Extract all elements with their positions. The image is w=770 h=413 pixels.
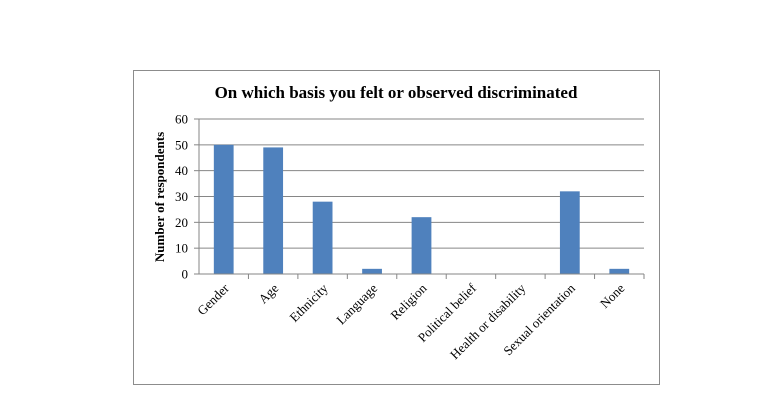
bar-sexual-orientation bbox=[559, 191, 580, 274]
bar-age bbox=[263, 147, 284, 274]
y-axis-label: Number of respondents bbox=[152, 132, 167, 262]
axes bbox=[198, 119, 644, 275]
bar-none bbox=[609, 268, 630, 274]
x-tick-label: Language bbox=[333, 280, 380, 327]
bar-religion bbox=[411, 217, 432, 274]
bar-language bbox=[362, 268, 382, 274]
bars bbox=[213, 144, 630, 274]
y-tick-label: 60 bbox=[175, 112, 188, 127]
x-tick-label: Religion bbox=[387, 280, 430, 323]
y-tick-label: 50 bbox=[175, 137, 188, 152]
bar-ethnicity bbox=[312, 201, 333, 274]
x-tick-label: Ethnicity bbox=[286, 280, 331, 325]
chart-title: On which basis you felt or observed disc… bbox=[215, 83, 578, 102]
y-tick-label: 10 bbox=[175, 241, 188, 256]
y-tick-label: 0 bbox=[182, 267, 189, 282]
x-axis-ticks: Gender Age Ethnicity Language ReligionPoliti… bbox=[194, 274, 645, 362]
bar-gender bbox=[213, 144, 234, 274]
y-tick-label: 20 bbox=[175, 215, 188, 230]
y-axis-ticks: 0 10 20 30 40 50 60 bbox=[175, 112, 199, 282]
y-tick-label: 40 bbox=[175, 163, 188, 178]
x-tick-label: Gender bbox=[194, 280, 232, 318]
x-tick-label: Age bbox=[255, 280, 281, 306]
y-tick-label: 30 bbox=[175, 189, 188, 204]
x-tick-label: None bbox=[597, 280, 628, 311]
